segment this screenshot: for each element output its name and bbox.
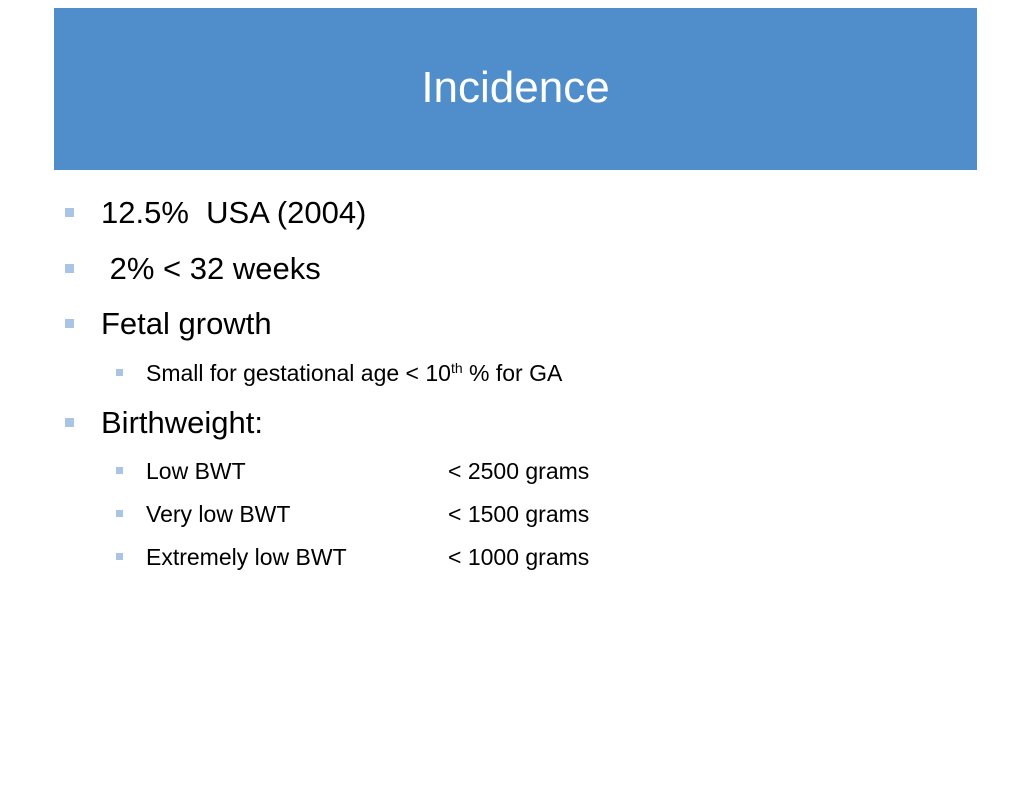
- bullet-item: 12.5% USA (2004): [65, 195, 367, 231]
- bullet-item: Fetal growth: [65, 306, 272, 342]
- bwt-label: Extremely low BWT: [146, 544, 347, 570]
- bullet-text: Birthweight:: [101, 405, 263, 440]
- sub-bullet-item: Low BWT: [116, 458, 246, 485]
- square-bullet-icon: [116, 510, 123, 517]
- square-bullet-icon: [116, 467, 123, 474]
- bwt-value: < 1000 grams: [448, 544, 590, 570]
- bwt-label: Very low BWT: [146, 501, 291, 527]
- title-band: Incidence: [54, 8, 977, 170]
- sub-bullet-item: Small for gestational age < 10th % for G…: [116, 360, 562, 387]
- square-bullet-icon: [116, 369, 123, 376]
- square-bullet-icon: [65, 208, 74, 217]
- sub-bullet-item: Very low BWT: [116, 501, 291, 528]
- bwt-label: Low BWT: [146, 458, 246, 484]
- bwt-value: < 1500 grams: [448, 501, 590, 527]
- bullet-text: Fetal growth: [101, 306, 272, 341]
- sub-bullet-item: Extremely low BWT: [116, 544, 347, 571]
- square-bullet-icon: [65, 264, 74, 273]
- sub-bullet-text: Small for gestational age < 10th % for G…: [146, 360, 562, 387]
- sga-text-prefix: Small for gestational age < 10: [146, 360, 451, 386]
- superscript-th: th: [450, 360, 463, 376]
- square-bullet-icon: [65, 319, 74, 328]
- bullet-text: 12.5% USA (2004): [101, 195, 367, 230]
- bullet-item: 2% < 32 weeks: [65, 251, 321, 287]
- bwt-value: < 2500 grams: [448, 458, 590, 484]
- sga-text-suffix: % for GA: [462, 360, 563, 386]
- bullet-item: Birthweight:: [65, 405, 263, 441]
- bullet-text: 2% < 32 weeks: [101, 251, 321, 286]
- square-bullet-icon: [116, 553, 123, 560]
- slide-title: Incidence: [421, 62, 610, 112]
- square-bullet-icon: [65, 418, 74, 427]
